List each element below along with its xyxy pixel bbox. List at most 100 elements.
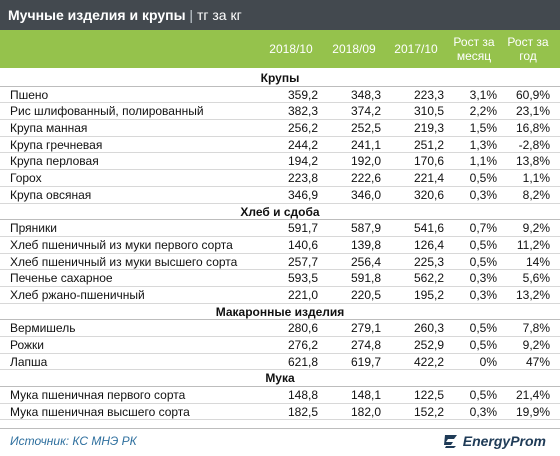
month-growth-cell: 0,5% (469, 171, 497, 186)
table-row: Крупа манная 256,2 252,5 219,3 1,5% 16,8% (0, 120, 560, 137)
year-growth-cell: 9,2% (522, 221, 550, 236)
table-row: Горох 223,8 222,6 221,4 0,5% 1,1% (0, 170, 560, 187)
price-2018-10-cell: 182,5 (287, 404, 318, 419)
column-header-2017-10: 2017/10 (394, 42, 438, 56)
year-growth-cell: 14% (525, 254, 550, 269)
price-2017-10-cell: 562,2 (413, 271, 444, 286)
price-2018-09-cell: 222,6 (350, 171, 381, 186)
product-name-cell: Рис шлифованный, полированный (10, 104, 204, 119)
year-growth-cell: 47% (525, 354, 550, 369)
month-growth-cell: 1,5% (469, 121, 497, 136)
price-2018-10-cell: 221,0 (287, 287, 318, 302)
logo-text: EnergyProm (462, 433, 546, 449)
year-growth-cell: 8,2% (522, 187, 550, 202)
product-name-cell: Хлеб ржано-пшеничный (10, 287, 145, 302)
year-growth-cell: 19,9% (515, 404, 550, 419)
table-row: Хлеб пшеничный из муки высшего сорта 257,… (0, 254, 560, 271)
price-2017-10-cell: 219,3 (413, 121, 444, 136)
energyprom-logo-icon (443, 435, 457, 448)
table-row: Хлеб пшеничный из муки первого сорта 140,… (0, 237, 560, 254)
price-2018-09-cell: 256,4 (350, 254, 381, 269)
year-growth-cell: 60,9% (515, 87, 550, 102)
month-growth-cell: 1,1% (469, 154, 497, 169)
price-2018-09-cell: 241,1 (350, 137, 381, 152)
title-bar: Мучные изделия и крупы | тг за кг (0, 0, 560, 30)
price-2018-10-cell: 591,7 (287, 221, 318, 236)
column-header-2018-09: 2018/09 (332, 42, 376, 56)
product-name-cell: Хлеб пшеничный из муки высшего сорта (10, 254, 238, 269)
price-table: Крупы Пшено 359,2 348,3 223,3 3,1% 60,9% Рис шл… (0, 70, 560, 421)
price-2017-10-cell: 122,5 (413, 388, 444, 403)
price-2018-09-cell: 148,1 (350, 388, 381, 403)
price-2018-10-cell: 194,2 (287, 154, 318, 169)
price-2018-10-cell: 148,8 (287, 388, 318, 403)
section-header: Хлеб и сдоба (0, 204, 560, 221)
month-growth-cell: 0,5% (469, 254, 497, 269)
source-note: Источник: КС МНЭ РК (10, 434, 137, 448)
price-2018-10-cell: 621,8 (287, 354, 318, 369)
price-2018-09-cell: 279,1 (350, 321, 381, 336)
year-growth-cell: -2,8% (518, 137, 550, 152)
year-growth-cell: 11,2% (516, 237, 550, 252)
price-2018-09-cell: 374,2 (350, 104, 381, 119)
price-2018-09-cell: 220,5 (350, 287, 381, 302)
footer: Источник: КС МНЭ РК EnergyProm (0, 428, 560, 456)
price-2018-09-cell: 252,5 (350, 121, 381, 136)
year-growth-cell: 1,1% (522, 171, 550, 186)
month-growth-cell: 0,3% (469, 404, 497, 419)
price-2017-10-cell: 221,4 (413, 171, 444, 186)
month-growth-cell: 0,3% (469, 271, 497, 286)
table-row: Пшено 359,2 348,3 223,3 3,1% 60,9% (0, 87, 560, 104)
table-row: Крупа овсяная 346,9 346,0 320,6 0,3% 8,2% (0, 187, 560, 204)
product-name-cell: Печенье сахарное (10, 271, 113, 286)
month-growth-cell: 0% (479, 354, 497, 369)
year-growth-cell: 23,1% (515, 104, 550, 119)
product-name-cell: Крупа перловая (10, 154, 99, 169)
price-2018-10-cell: 244,2 (287, 137, 318, 152)
product-name-cell: Горох (10, 171, 42, 186)
price-2017-10-cell: 170,6 (413, 154, 444, 169)
price-2017-10-cell: 195,2 (413, 287, 444, 302)
price-2018-09-cell: 346,0 (350, 187, 381, 202)
price-2017-10-cell: 541,6 (413, 221, 444, 236)
table-header: 2018/10 2018/09 2017/10 Рост за месяц Ро… (0, 30, 560, 68)
product-name-cell: Вермишель (10, 321, 76, 336)
price-2017-10-cell: 126,4 (413, 237, 444, 252)
table-row: Мука пшеничная высшего сорта 182,5 182,0 15… (0, 404, 560, 421)
title-separator: | (189, 7, 194, 23)
month-growth-cell: 0,5% (469, 237, 497, 252)
price-2018-09-cell: 139,8 (350, 237, 381, 252)
price-2018-10-cell: 346,9 (287, 187, 318, 202)
price-2018-10-cell: 223,8 (287, 171, 318, 186)
year-growth-cell: 9,2% (522, 338, 550, 352)
price-2017-10-cell: 251,2 (413, 137, 444, 152)
month-growth-cell: 0,7% (469, 221, 497, 236)
year-growth-cell: 13,2% (515, 287, 550, 302)
price-2018-09-cell: 182,0 (350, 404, 381, 419)
product-name-cell: Лапша (10, 354, 48, 369)
price-2018-10-cell: 256,2 (287, 121, 318, 136)
year-growth-cell: 16,8% (515, 121, 550, 136)
price-2017-10-cell: 320,6 (413, 187, 444, 202)
product-name-cell: Пшено (10, 87, 49, 102)
month-growth-cell: 0,5% (469, 321, 497, 336)
year-growth-cell: 7,8% (522, 321, 550, 336)
product-name-cell: Крупа манная (10, 121, 88, 136)
table-row: Хлеб ржано-пшеничный 221,0 220,5 195,2 0,3% 1… (0, 287, 560, 304)
title-unit: тг за кг (196, 7, 242, 23)
price-2017-10-cell: 225,3 (413, 254, 444, 269)
price-2018-09-cell: 274,8 (350, 338, 381, 352)
price-2018-10-cell: 359,2 (287, 87, 318, 102)
price-2018-09-cell: 587,9 (350, 221, 381, 236)
column-header-2018-10: 2018/10 (269, 42, 313, 56)
table-row: Лапша 621,8 619,7 422,2 0% 47% (0, 354, 560, 371)
section-header: Мука (0, 370, 560, 388)
price-2018-09-cell: 192,0 (350, 154, 381, 169)
price-2018-10-cell: 140,6 (287, 237, 318, 252)
table-row: Рожки 276,2 274,8 252,9 0,5% 9,2% (0, 337, 560, 354)
year-growth-cell: 13,8% (515, 154, 550, 169)
product-name-cell: Рожки (10, 338, 44, 352)
year-growth-cell: 21,4% (515, 388, 550, 403)
month-growth-cell: 0,5% (469, 338, 497, 352)
logo: EnergyProm (442, 432, 546, 450)
